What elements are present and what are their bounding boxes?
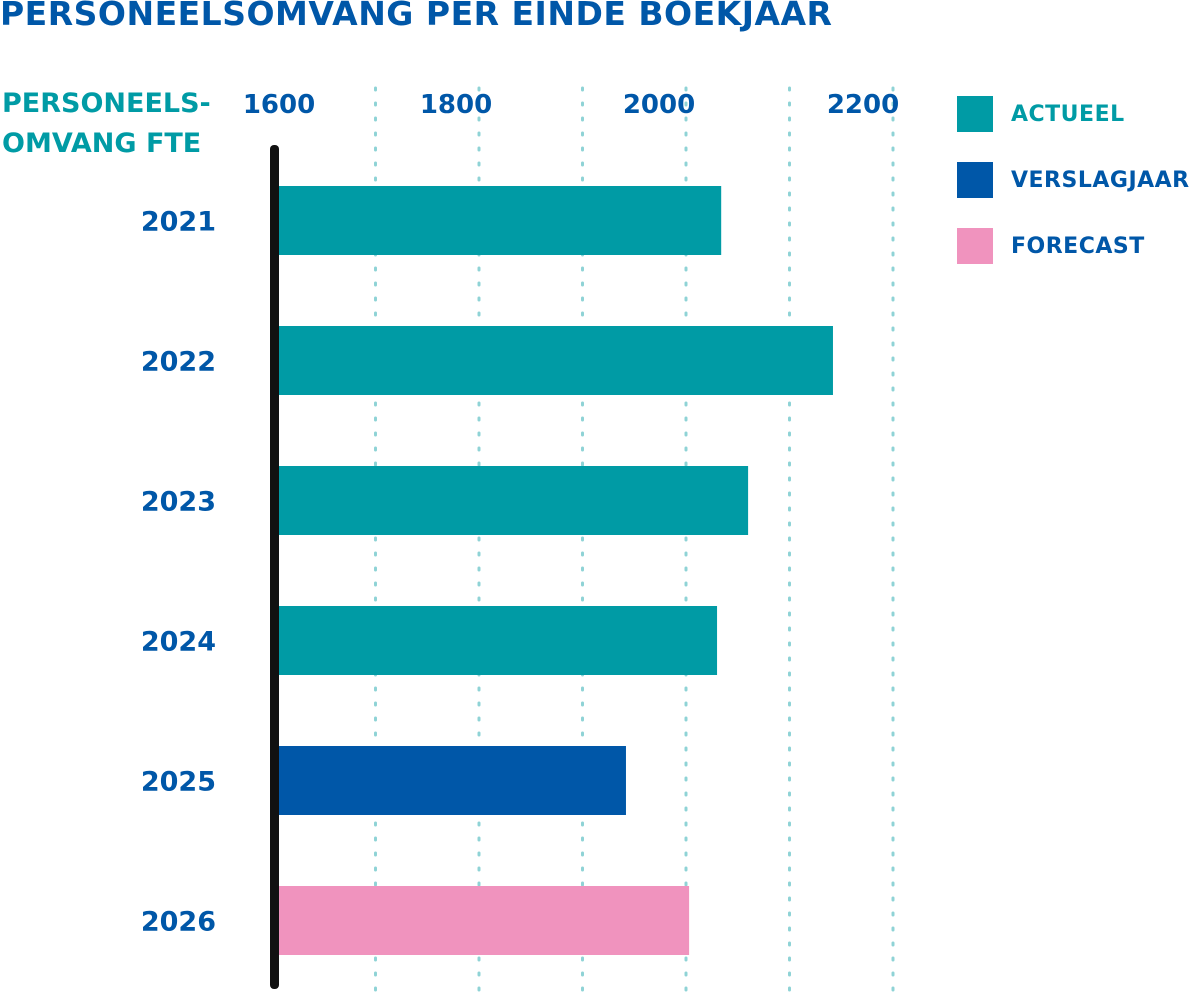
chart-title: PERSONEELSOMVANG PER EINDE BOEKJAAR: [0, 0, 833, 33]
legend-item-verslagjaar: VERSLAGJAAR: [957, 162, 1190, 198]
category-labels: 2021 2022 2023 2024 2025 2026: [141, 207, 216, 938]
legend-item-forecast: FORECAST: [957, 228, 1190, 264]
y-axis-title: PERSONEELS- OMVANG FTE: [2, 84, 232, 164]
y-axis-line: [270, 145, 279, 989]
y-axis-title-line-1: PERSONEELS-: [2, 88, 211, 119]
category-label-2025: 2025: [141, 767, 216, 798]
category-label-2026: 2026: [141, 907, 216, 938]
legend-swatch-verslagjaar: [957, 162, 993, 198]
bar-2021: [272, 186, 722, 255]
category-label-2021: 2021: [141, 207, 216, 238]
bar-2022: [272, 326, 833, 395]
legend-swatch-forecast: [957, 228, 993, 264]
bar-2024: [272, 606, 718, 675]
bars: [272, 186, 833, 955]
legend-label-actueel: ACTUEEL: [1011, 101, 1125, 127]
legend-label-verslagjaar: VERSLAGJAAR: [1011, 167, 1190, 193]
legend-label-forecast: FORECAST: [1011, 233, 1145, 259]
y-axis-title-line-2: OMVANG FTE: [2, 128, 202, 159]
bar-2026: [272, 886, 690, 955]
legend-item-actueel: ACTUEEL: [957, 96, 1190, 132]
legend-swatch-actueel: [957, 96, 993, 132]
legend: ACTUEEL VERSLAGJAAR FORECAST: [957, 96, 1190, 294]
x-tick-label-2000: 2000: [623, 90, 695, 120]
x-axis-ticks: 1600 1800 2000 2200: [243, 90, 899, 120]
bar-2023: [272, 466, 749, 535]
category-label-2022: 2022: [141, 347, 216, 378]
category-label-2023: 2023: [141, 487, 216, 518]
x-tick-label-1600: 1600: [243, 90, 315, 120]
category-label-2024: 2024: [141, 627, 216, 658]
x-tick-label-2200: 2200: [827, 90, 899, 120]
bar-2025: [272, 746, 626, 815]
x-tick-label-1800: 1800: [420, 90, 492, 120]
